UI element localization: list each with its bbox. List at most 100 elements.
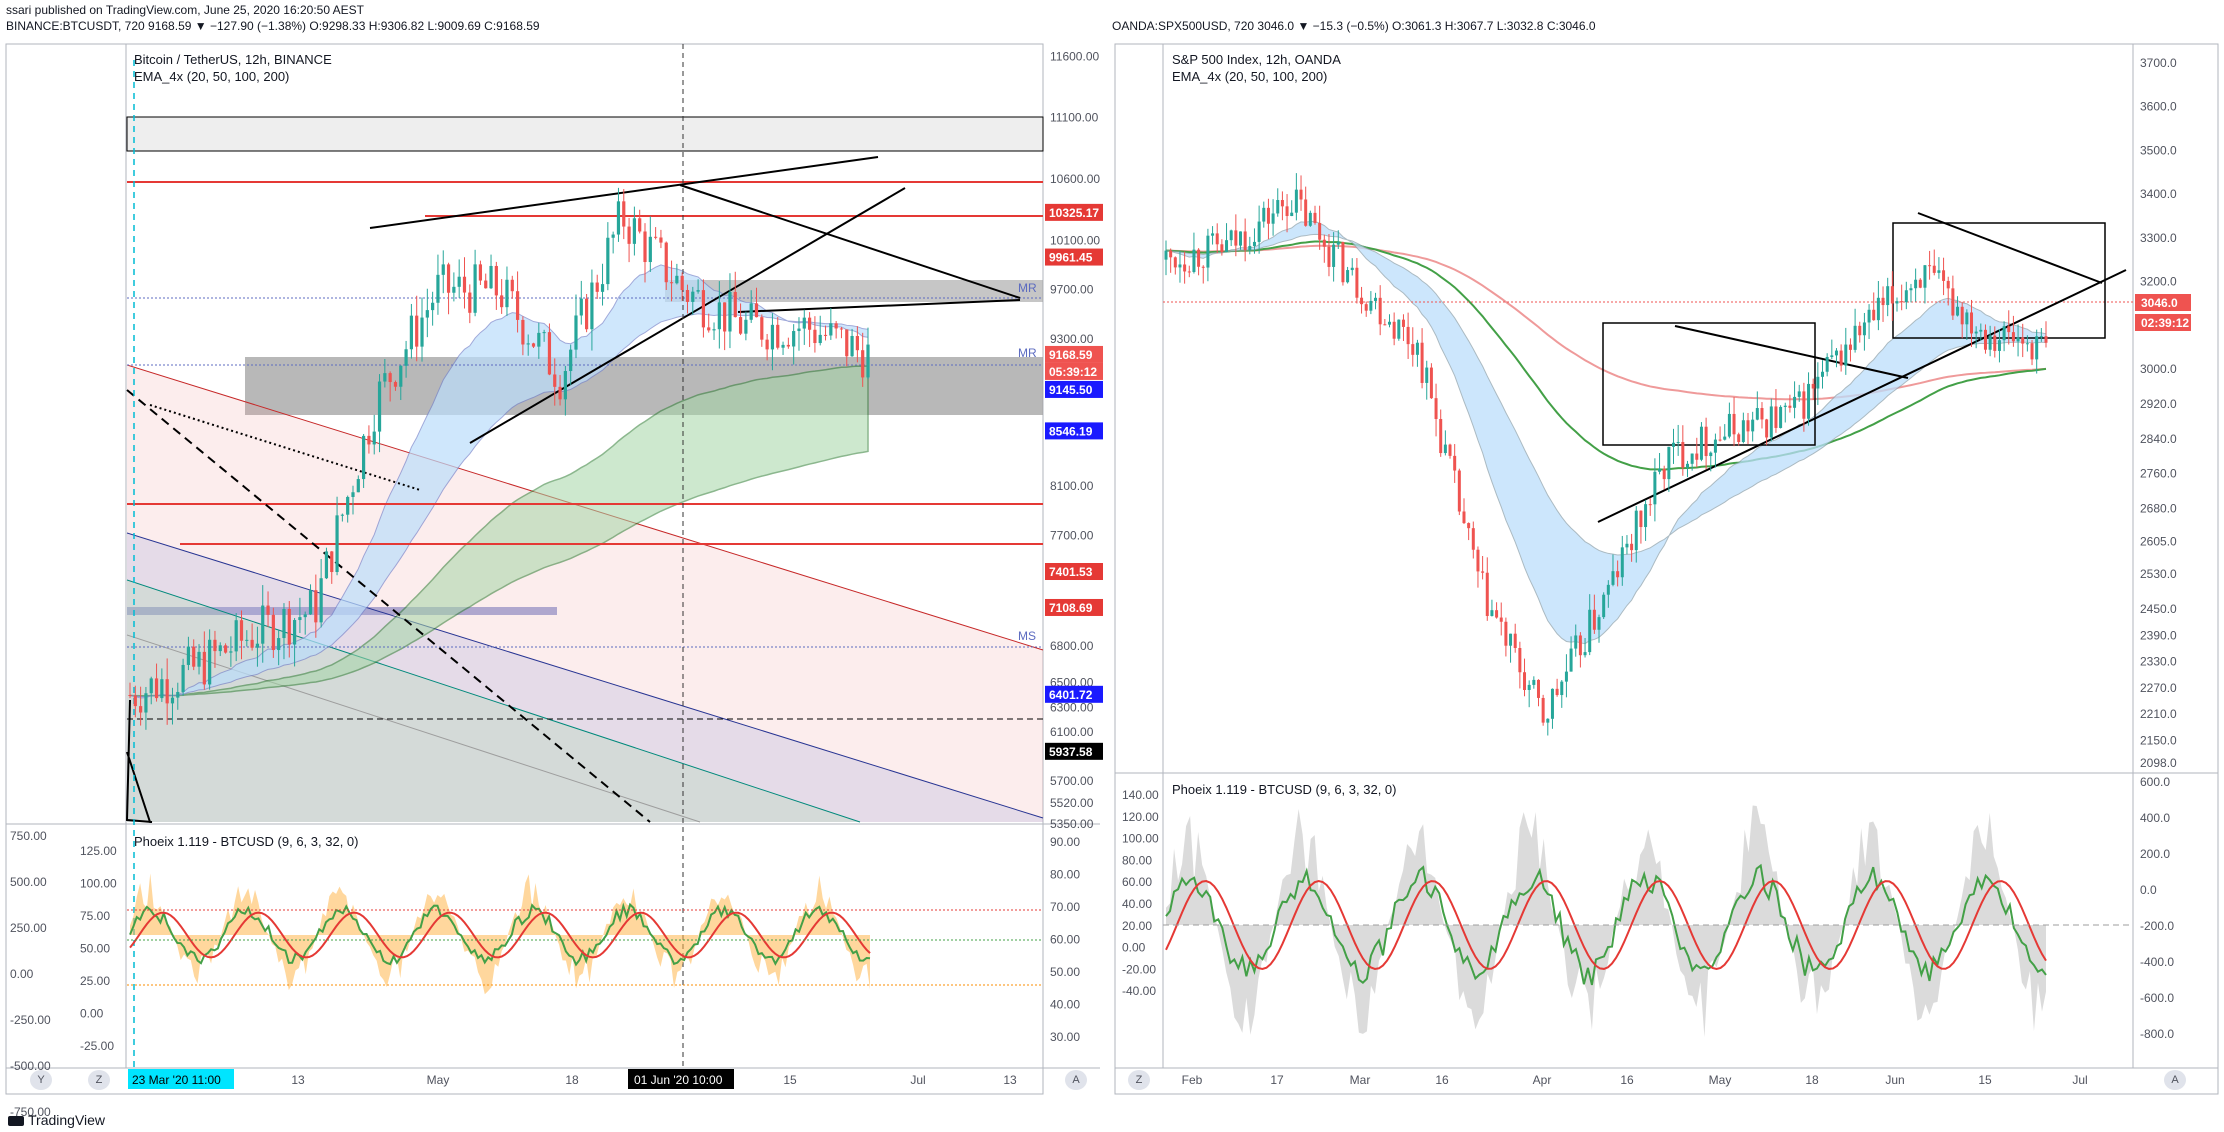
- spx-candle: [1811, 383, 1815, 389]
- left-osc-inner-tick-6: -25.00: [80, 1039, 114, 1053]
- spx-candle: [1406, 326, 1410, 345]
- btc-candle: [510, 279, 514, 292]
- spx-candle: [1974, 331, 1978, 334]
- btn-z-zoom[interactable]: Z: [88, 1070, 110, 1090]
- btc-candle: [521, 319, 525, 345]
- spx-candle: [1751, 419, 1755, 432]
- spx-candle: [1490, 610, 1494, 616]
- left-time-axis[interactable]: 13 May 18 15 Jul 13: [291, 1073, 1017, 1087]
- spx-candle: [1956, 306, 1960, 316]
- right-price-tick-17: 2270.0: [2140, 681, 2177, 695]
- spx-candle: [1797, 391, 1801, 397]
- right-time-axis[interactable]: Feb 17 Mar 16 Apr 16 May 18 Jun 15 Jul: [1182, 1073, 2088, 1087]
- right-price-tick-10: 2760.0: [2140, 467, 2177, 481]
- spx-candle: [1355, 267, 1359, 298]
- spx-candle: [1425, 367, 1429, 383]
- left-chart-indicator: EMA_4x (20, 50, 100, 200): [134, 69, 289, 84]
- btn-a-auto[interactable]: A: [1065, 1070, 1087, 1090]
- btc-candle: [547, 332, 552, 375]
- left-price-tick-6: 8100.00: [1050, 479, 1094, 493]
- left-time-tick-5: 13: [1003, 1073, 1017, 1087]
- right-chart-border: [1114, 43, 2219, 1095]
- btc-candle: [420, 317, 424, 347]
- btc-candle: [404, 349, 408, 366]
- spx-candle: [1332, 244, 1336, 267]
- right-price-tick-16: 2330.0: [2140, 655, 2177, 669]
- right-price-tick-12: 2605.0: [2140, 534, 2177, 548]
- tradingview-logo[interactable]: TradingView: [8, 1112, 105, 1128]
- left-osc-inner-tick-1: 100.00: [80, 877, 117, 891]
- spx-candle: [1229, 230, 1233, 241]
- spx-candle: [1318, 222, 1322, 240]
- right-chart-title: S&P 500 Index, 12h, OANDA: [1172, 52, 1341, 67]
- ema-cloud-green: [129, 365, 869, 697]
- spx-candle: [1858, 325, 1862, 336]
- right-price-tick-2: 3500.0: [2140, 143, 2177, 157]
- btn-y-log[interactable]: Y: [30, 1070, 52, 1090]
- left-price-axis[interactable]: 11600.00 11100.00 10600.00 10100.00 9700.00 9…: [1050, 49, 1100, 831]
- left-level-label-9: 5937.58: [1049, 745, 1093, 759]
- spx-candle: [1881, 297, 1885, 306]
- btc-candle: [569, 349, 573, 372]
- btc-candle: [813, 329, 817, 344]
- spx-candle: [1299, 189, 1303, 200]
- btc-candle: [388, 373, 392, 383]
- right-price-tick-20: 2098.0: [2140, 756, 2177, 770]
- trendline-flat: [737, 299, 1021, 313]
- btc-candle: [255, 643, 260, 648]
- right-chart[interactable]: S&P 500 Index, 12h, OANDA EMA_4x (20, 50…: [1114, 43, 2219, 1095]
- btc-candle: [850, 335, 854, 357]
- left-level-label-1: 9961.45: [1049, 251, 1093, 265]
- left-price-tick-8: 6800.00: [1050, 639, 1094, 653]
- supply-zone: [126, 116, 1044, 152]
- btc-candle: [723, 302, 727, 332]
- spx-candle: [1732, 413, 1736, 435]
- btc-candle: [133, 695, 137, 707]
- btc-candle: [648, 236, 652, 263]
- btc-candle: [239, 620, 244, 641]
- btc-candle: [654, 236, 658, 238]
- right-time-tick-9: 15: [1978, 1073, 1992, 1087]
- btc-candle: [627, 226, 631, 244]
- btc-candle: [733, 291, 737, 318]
- spx-candle: [1238, 231, 1242, 246]
- spx-candle: [1518, 648, 1522, 673]
- spx-candle: [1578, 635, 1582, 656]
- btc-candle: [372, 431, 376, 445]
- btc-candle: [266, 605, 270, 615]
- spx-candle: [1192, 249, 1196, 272]
- spx-candle: [1504, 621, 1508, 646]
- left-chart[interactable]: Bitcoin / TetherUS, 12h, BINANCE EMA_4x …: [5, 43, 1103, 1132]
- spx-candle: [1201, 266, 1205, 268]
- btc-candle: [160, 679, 164, 699]
- btc-candle: [728, 291, 732, 332]
- spx-candle: [2011, 332, 2015, 342]
- spx-candle: [1197, 249, 1201, 267]
- btc-candle: [797, 328, 801, 332]
- btc-candle: [181, 664, 185, 692]
- spx-candle: [1378, 297, 1382, 325]
- btc-candle: [701, 290, 706, 328]
- left-price-tick-0: 11600.00: [1050, 49, 1099, 63]
- right-price-axis[interactable]: 3700.03600.03500.03400.03300.03200.03100…: [2140, 56, 2177, 770]
- btc-candle: [563, 371, 567, 400]
- btc-candle: [574, 315, 578, 350]
- spx-candle: [1923, 265, 1927, 288]
- btc-candle: [457, 276, 461, 287]
- btc-candle: [165, 679, 169, 704]
- channel-grey-line: [126, 634, 701, 823]
- right-level-box-0: [2135, 294, 2191, 311]
- btc-candle: [866, 344, 870, 378]
- btc-candle: [346, 496, 350, 515]
- left-level-box-2: [1045, 345, 1103, 363]
- btc-candle: [223, 645, 228, 653]
- btc-candle: [638, 218, 642, 232]
- trendline-dashed: [126, 389, 651, 823]
- btc-candle: [139, 706, 143, 713]
- spx-candle: [1266, 207, 1270, 224]
- spx-candle: [1462, 511, 1466, 524]
- btn-a-auto-right[interactable]: A: [2164, 1070, 2186, 1090]
- btn-z-zoom-right[interactable]: Z: [1128, 1070, 1150, 1090]
- right-price-tick-7: 3000.0: [2140, 362, 2177, 376]
